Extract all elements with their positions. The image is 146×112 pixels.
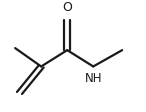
Text: NH: NH bbox=[85, 72, 102, 85]
Text: O: O bbox=[62, 1, 72, 14]
